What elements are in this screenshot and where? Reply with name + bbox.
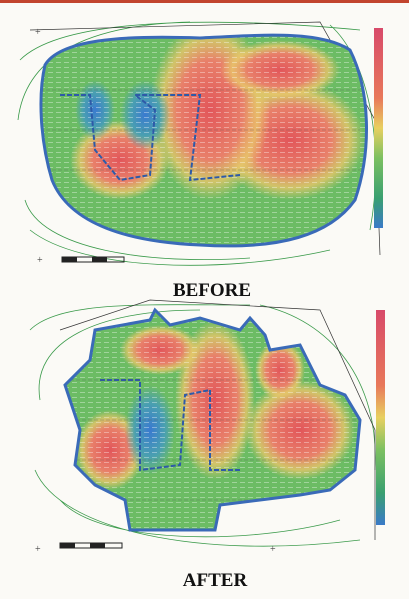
before-map: + +	[18, 20, 383, 266]
after-legend	[376, 310, 385, 525]
panel-label: AFTER	[183, 570, 248, 591]
after-map: + +	[30, 300, 385, 555]
after-heatmap	[60, 305, 365, 535]
crosshair: +	[35, 544, 41, 555]
before-legend	[374, 28, 383, 228]
map-sheet: + + BEFORE + + AFTER	[0, 0, 409, 599]
panel-label: BEFORE	[173, 280, 251, 301]
crosshair: +	[37, 255, 43, 266]
top-edge	[0, 0, 409, 3]
crosshair: +	[35, 27, 41, 38]
crosshair: +	[270, 544, 276, 555]
before-scale-bar	[62, 257, 124, 262]
after-scale-bar	[60, 543, 122, 548]
